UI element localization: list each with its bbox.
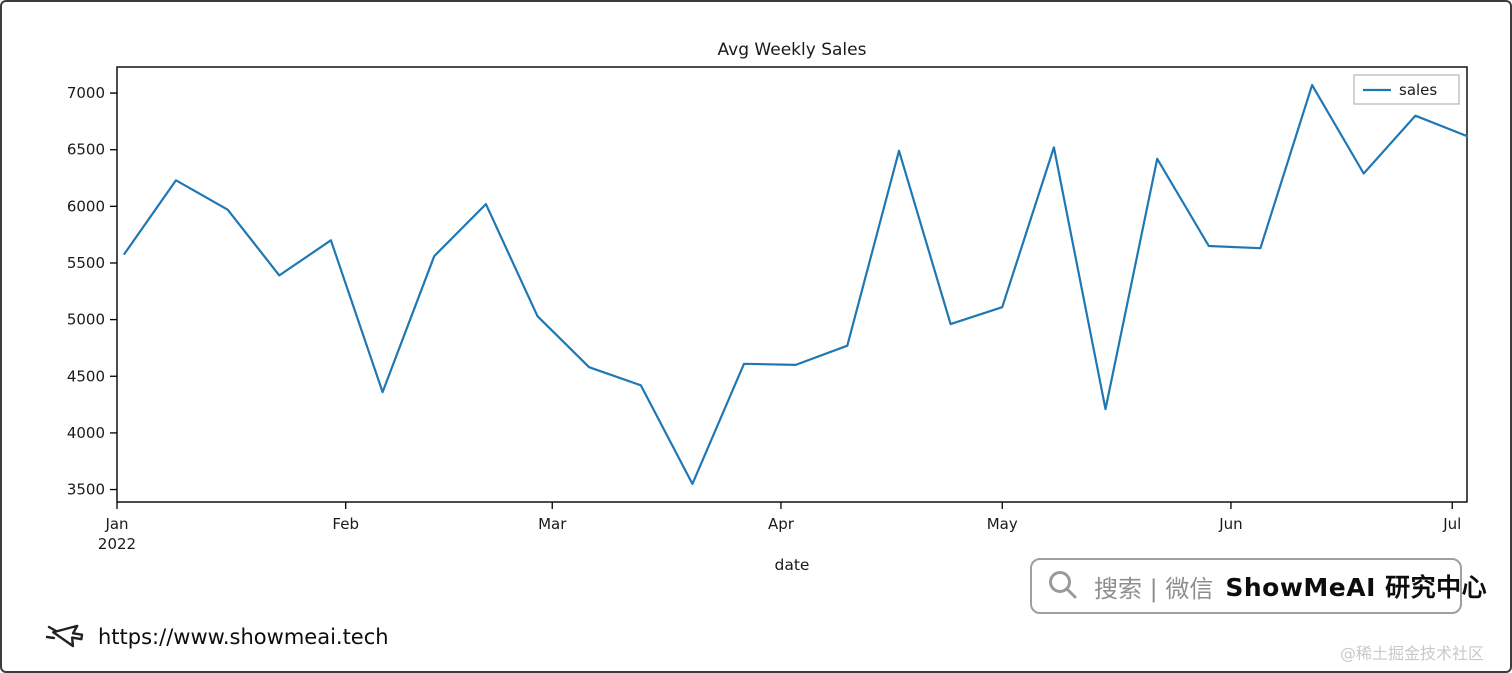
x-tick-label: Feb — [332, 515, 359, 533]
x-tick-label: May — [987, 515, 1018, 533]
x-tick-label: Jun — [1218, 515, 1242, 533]
y-tick-label: 4500 — [67, 367, 105, 385]
y-tick-label: 5000 — [67, 311, 105, 329]
plot-border — [116, 66, 1468, 503]
x-tick-label: Apr — [768, 515, 795, 533]
x-tick-label: Jul — [1442, 515, 1461, 533]
site-url: https://www.showmeai.tech — [98, 625, 389, 649]
x-axis-label: date — [775, 556, 810, 574]
community-badge: @稀土掘金技术社区 — [1339, 644, 1484, 663]
site-url-row: https://www.showmeai.tech — [42, 616, 389, 658]
search-icon — [1049, 571, 1077, 599]
y-tick-label: 4000 — [67, 424, 105, 442]
y-tick-label: 3500 — [67, 481, 105, 499]
x-tick-sublabel: 2022 — [98, 535, 136, 553]
watermark-brand: ShowMeAI 研究中心 — [1225, 573, 1488, 602]
legend-label: sales — [1399, 81, 1437, 99]
y-tick-label: 6000 — [67, 197, 105, 215]
x-tick-label: Jan — [104, 515, 128, 533]
y-tick-label: 7000 — [67, 84, 105, 102]
sales-line-chart: Avg Weekly Sales 3500 4000 4500 5000 5500 6000… — [67, 40, 1469, 574]
y-tick-label: 6500 — [67, 141, 105, 159]
chart-title: Avg Weekly Sales — [718, 40, 867, 60]
sales-series-line — [123, 83, 1469, 485]
y-tick-label: 5500 — [67, 254, 105, 272]
watermark-search-label: 搜索 | 微信 — [1094, 574, 1214, 603]
wechat-watermark: 搜索 | 微信 ShowMeAI 研究中心 — [1030, 558, 1487, 614]
x-tick-label: Mar — [538, 515, 567, 533]
cursor-icon — [45, 624, 84, 648]
